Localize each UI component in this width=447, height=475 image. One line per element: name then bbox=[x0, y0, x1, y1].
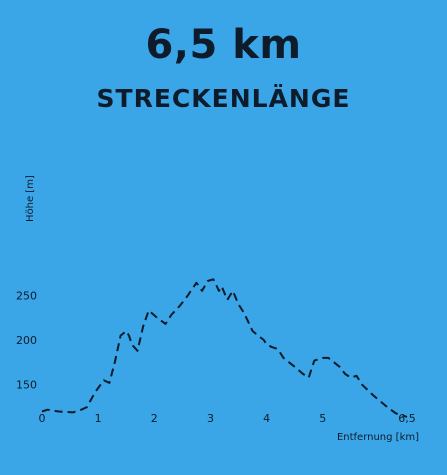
x-axis-label: Entfernung [km] bbox=[337, 432, 419, 443]
x-tick-label: 3 bbox=[207, 412, 214, 425]
route-distance: 6,5 km bbox=[145, 22, 302, 68]
y-tick-label: 150 bbox=[16, 379, 37, 392]
route-length-label: STRECKENLÄNGE bbox=[96, 84, 351, 113]
x-tick-label: 0 bbox=[39, 412, 46, 425]
x-tick-label: 4 bbox=[263, 412, 270, 425]
y-axis-label: Höhe [m] bbox=[25, 175, 36, 222]
y-tick-labels: 150 200 250 bbox=[16, 289, 37, 391]
y-tick-label: 250 bbox=[16, 289, 37, 302]
x-tick-label: 2 bbox=[151, 412, 158, 425]
elevation-line bbox=[41, 278, 408, 418]
x-tick-labels: 0 1 2 3 4 5 6,5 bbox=[39, 412, 416, 425]
x-tick-label: 5 bbox=[319, 412, 326, 425]
x-tick-label: 6,5 bbox=[398, 412, 416, 425]
x-tick-label: 1 bbox=[95, 412, 102, 425]
y-tick-label: 200 bbox=[16, 334, 37, 347]
